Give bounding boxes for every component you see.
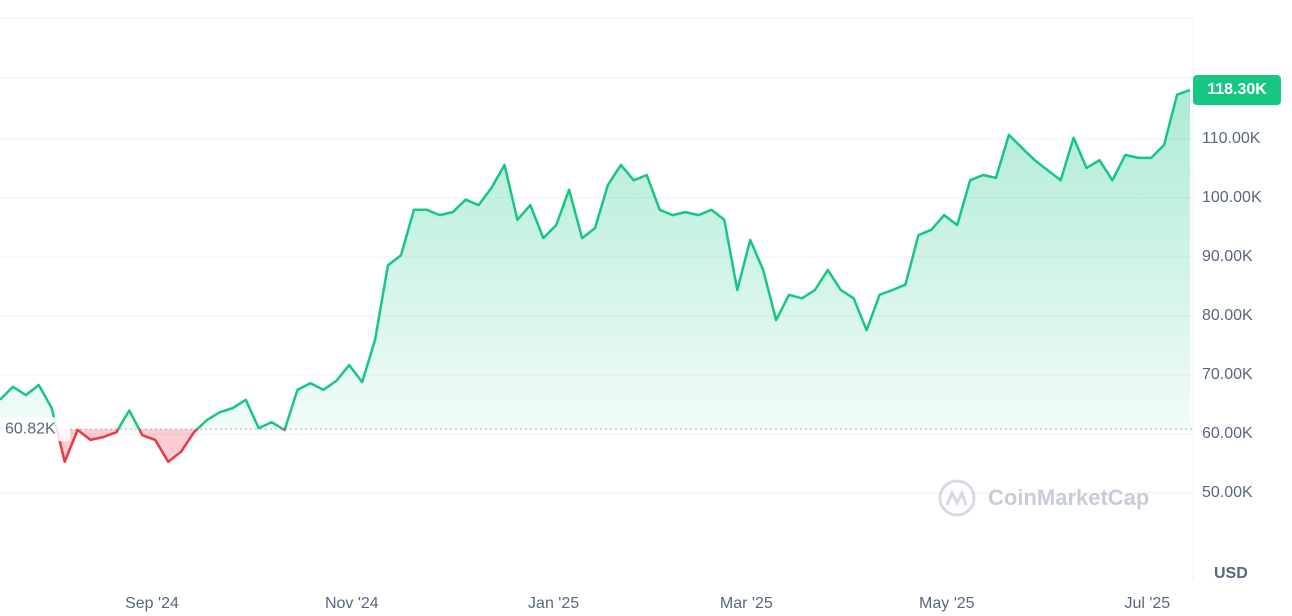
y-tick-label: 70.00K xyxy=(1202,366,1253,383)
y-tick-label: 50.00K xyxy=(1202,484,1253,501)
y-tick-label: 60.00K xyxy=(1202,425,1253,442)
x-tick-label: May '25 xyxy=(919,595,975,612)
x-tick-label: Mar '25 xyxy=(720,595,773,612)
price-line-up xyxy=(0,88,1191,430)
watermark-logo xyxy=(938,479,976,517)
x-tick-label: Jan '25 xyxy=(528,595,579,612)
x-tick-label: Jul '25 xyxy=(1124,595,1170,612)
baseline-label: 60.82K xyxy=(5,420,56,437)
y-tick-label: 100.00K xyxy=(1202,189,1262,206)
y-tick-label: 80.00K xyxy=(1202,307,1253,324)
area-up xyxy=(0,90,1190,430)
y-tick-label: 110.00K xyxy=(1202,130,1261,147)
price-tag xyxy=(1193,74,1281,105)
price-tag-label: 118.30K xyxy=(1207,81,1267,98)
area-down xyxy=(56,429,285,462)
watermark: CoinMarketCap xyxy=(988,485,1149,510)
unit-label: USD xyxy=(1214,565,1248,582)
y-tick-label: 90.00K xyxy=(1202,248,1253,265)
baseline-label-bg xyxy=(0,417,70,442)
x-tick-label: Sep '24 xyxy=(125,595,179,612)
x-tick-label: Nov '24 xyxy=(325,595,379,612)
